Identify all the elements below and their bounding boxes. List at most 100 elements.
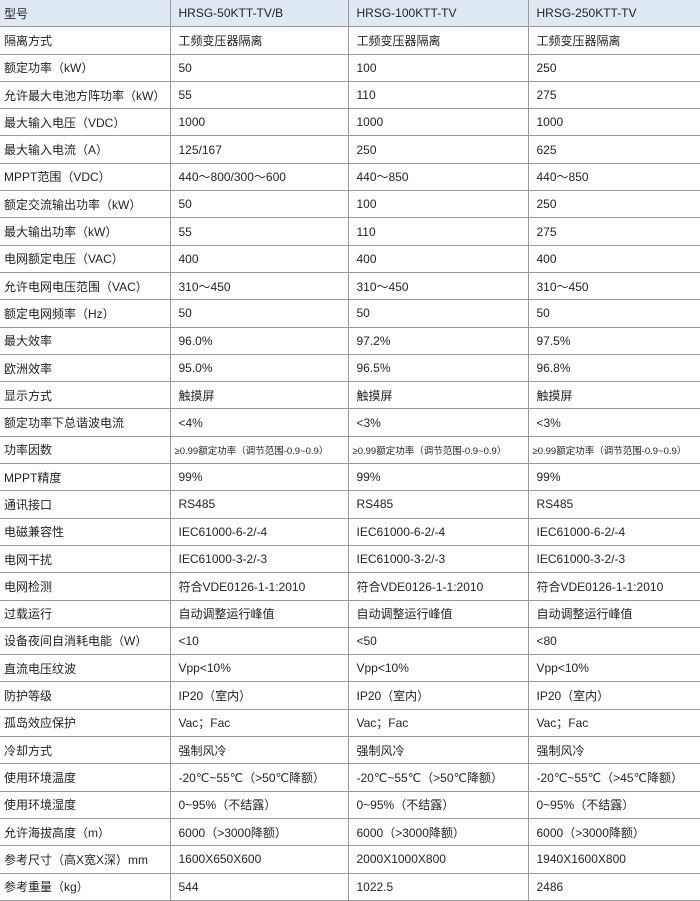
spec-label: 额定电网频率（Hz） [0, 299, 171, 328]
spec-value: <4% [170, 408, 349, 437]
spec-value: 50 [528, 299, 700, 328]
spec-value: 400 [348, 245, 529, 273]
spec-row: 电磁兼容性 IEC61000-6-2/-4 IEC61000-6-2/-4 IEC61… [0, 518, 700, 546]
spec-value: 工频变压器隔离 [170, 26, 349, 55]
spec-row: 防护等级 IP20（室内） IP20（室内） IP20（室内） [0, 681, 700, 710]
spec-value: 触摸屏 [348, 381, 529, 410]
spec-row: 通讯接口 RS485 RS485 RS485 [0, 490, 700, 519]
spec-value: 自动调整运行峰值 [348, 600, 529, 628]
spec-value: 55 [170, 217, 349, 246]
spec-row: 欧洲效率 95.0% 96.5% 96.8% [0, 354, 700, 383]
spec-label: 通讯接口 [0, 490, 171, 519]
spec-label: 最大输出功率（kW） [0, 217, 171, 246]
spec-value: 250 [348, 135, 529, 164]
spec-value: <10 [170, 627, 349, 656]
spec-value: 50 [170, 54, 349, 82]
spec-value: 110 [348, 81, 529, 110]
spec-value: 100 [348, 54, 529, 82]
spec-value: 310～450 [170, 272, 349, 301]
spec-value: IEC61000-6-2/-4 [528, 518, 700, 546]
spec-label: 允许海拔高度（m） [0, 818, 171, 847]
spec-row: 额定交流输出功率（kW） 50 100 250 [0, 190, 700, 219]
spec-value: 1000 [170, 108, 349, 137]
spec-label: 显示方式 [0, 381, 171, 410]
spec-value: 符合VDE0126-1-1:2010 [528, 572, 700, 601]
spec-label: MPPT范围（VDC） [0, 163, 171, 192]
spec-value: 95.0% [170, 354, 349, 383]
spec-value: ≥0.99额定功率（调节范围-0.9~0.9） [348, 436, 529, 465]
spec-row: 使用环境湿度 0~95%（不结露） 0~95%（不结露） 0~95%（不结露） [0, 791, 700, 819]
spec-value: IEC61000-6-2/-4 [348, 518, 529, 546]
spec-row: 电网检测 符合VDE0126-1-1:2010 符合VDE0126-1-1:2010… [0, 572, 700, 601]
spec-value: <50 [348, 627, 529, 656]
spec-value: 0~95%（不结露） [170, 791, 349, 819]
model-name: HRSG-50KTT-TV/B [170, 0, 349, 28]
spec-row: 额定电网频率（Hz） 50 50 50 [0, 299, 700, 328]
spec-value: 440～850 [348, 163, 529, 192]
spec-row: 过载运行 自动调整运行峰值 自动调整运行峰值 自动调整运行峰值 [0, 600, 700, 628]
spec-value: -20℃~55℃（>45℃降额） [528, 763, 700, 792]
spec-row: 电网干扰 IEC61000-3-2/-3 IEC61000-3-2/-3 IEC610… [0, 545, 700, 574]
spec-value: IEC61000-6-2/-4 [170, 518, 349, 546]
spec-value: 99% [348, 463, 529, 492]
spec-row: 允许海拔高度（m） 6000（>3000降额） 6000（>3000降额） 6000（… [0, 818, 700, 847]
header-label: 型号 [0, 0, 171, 28]
spec-label: 电网额定电压（VAC） [0, 245, 171, 273]
spec-row: 参考尺寸（高X宽X深）mm 1600X650X600 2000X1000X800 19… [0, 845, 700, 874]
spec-value: 250 [528, 190, 700, 219]
spec-value: 55 [170, 81, 349, 110]
spec-value: 符合VDE0126-1-1:2010 [170, 572, 349, 601]
spec-row: 最大输入电压（VDC） 1000 1000 1000 [0, 108, 700, 137]
spec-value: RS485 [348, 490, 529, 519]
spec-row: 最大输入电流（A） 125/167 250 625 [0, 135, 700, 164]
spec-row: 功率因数 ≥0.99额定功率（调节范围-0.9~0.9） ≥0.99额定功率（调节范… [0, 436, 700, 465]
spec-value: 99% [528, 463, 700, 492]
spec-value: 符合VDE0126-1-1:2010 [348, 572, 529, 601]
spec-value: 2486 [528, 873, 700, 901]
spec-label: 额定功率下总谐波电流 [0, 408, 171, 437]
spec-value: 96.8% [528, 354, 700, 383]
spec-label: 允许最大电池方阵功率（kW） [0, 81, 171, 110]
spec-value: 1000 [348, 108, 529, 137]
spec-row: 额定功率下总谐波电流 <4% <3% <3% [0, 408, 700, 437]
spec-row: 冷却方式 强制风冷 强制风冷 强制风冷 [0, 736, 700, 765]
spec-label: 功率因数 [0, 436, 171, 465]
spec-value: 1600X650X600 [170, 845, 349, 874]
spec-value: ≥0.99额定功率（调节范围-0.9~0.9） [170, 436, 349, 465]
spec-value: 50 [170, 299, 349, 328]
spec-row: 最大效率 96.0% 97.2% 97.5% [0, 327, 700, 355]
spec-value: Vpp<10% [170, 654, 349, 683]
spec-label: 最大效率 [0, 327, 171, 355]
spec-label: 直流电压纹波 [0, 654, 171, 683]
spec-label: 最大输入电压（VDC） [0, 108, 171, 137]
spec-value: 强制风冷 [348, 736, 529, 765]
spec-value: 99% [170, 463, 349, 492]
spec-row: 孤岛效应保护 Vac；Fac Vac；Fac Vac；Fac [0, 709, 700, 738]
spec-label: 最大输入电流（A） [0, 135, 171, 164]
spec-row: 设备夜间自消耗电能（W） <10 <50 <80 [0, 627, 700, 656]
spec-value: -20℃~55℃（>50℃降额） [170, 763, 349, 792]
spec-value: IEC61000-3-2/-3 [170, 545, 349, 574]
spec-value: 50 [170, 190, 349, 219]
spec-label: 参考重量（kg） [0, 873, 171, 901]
spec-row: 隔离方式 工频变压器隔离 工频变压器隔离 工频变压器隔离 [0, 26, 700, 55]
spec-row: 电网额定电压（VAC） 400 400 400 [0, 245, 700, 273]
spec-value: -20℃~55℃（>50℃降额） [348, 763, 529, 792]
spec-value: 400 [528, 245, 700, 273]
spec-value: 强制风冷 [170, 736, 349, 765]
spec-value: Vpp<10% [528, 654, 700, 683]
spec-value: 110 [348, 217, 529, 246]
spec-value: RS485 [170, 490, 349, 519]
spec-value: 自动调整运行峰值 [528, 600, 700, 628]
spec-value: RS485 [528, 490, 700, 519]
spec-value: IP20（室内） [170, 681, 349, 710]
spec-value: 440～850 [528, 163, 700, 192]
spec-value: 625 [528, 135, 700, 164]
spec-label: 使用环境湿度 [0, 791, 171, 819]
spec-value: Vpp<10% [348, 654, 529, 683]
spec-label: 参考尺寸（高X宽X深）mm [0, 845, 171, 874]
spec-label: 孤岛效应保护 [0, 709, 171, 738]
spec-row: 参考重量（kg） 544 1022.5 2486 [0, 873, 700, 901]
